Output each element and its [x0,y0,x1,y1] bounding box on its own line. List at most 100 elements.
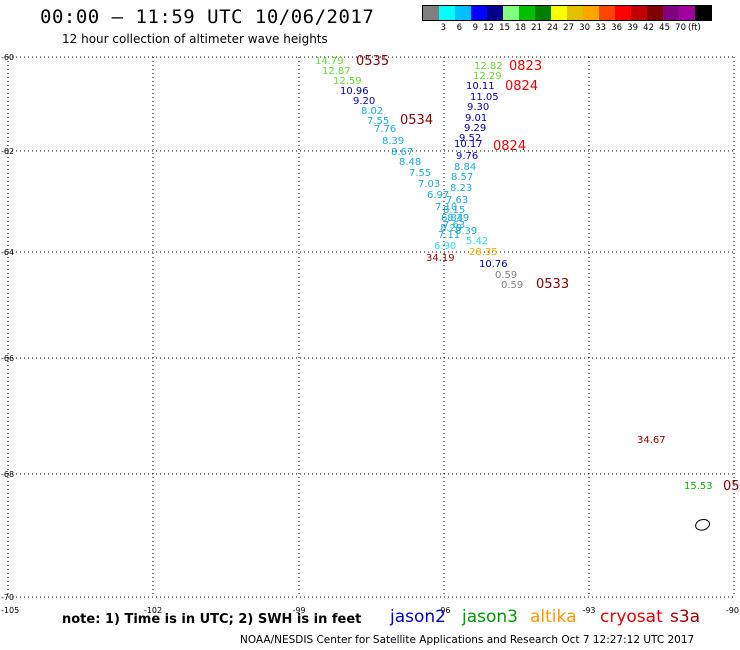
wave-height-label: 7.55 [409,168,431,179]
wave-height-label: 7.55 [367,116,389,127]
satellite-altika: altika [530,607,577,627]
wave-height-label: 6.90 [434,241,456,252]
wave-height-label: 9.52 [459,133,481,144]
wave-height-label: 0.59 [495,270,517,281]
legend-label: 39 [627,23,638,33]
latitude-label: -62 [1,147,14,156]
legend-label: 21 [531,23,542,33]
wave-height-label: 10.17 [454,139,483,150]
wave-height-label: 8.84 [454,162,476,173]
legend-swatch [471,6,487,20]
legend-swatch [439,6,455,20]
footer-credit: NOAA/NESDIS Center for Satellite Applica… [240,634,695,646]
legend-swatch [503,6,519,20]
legend-swatch [535,6,551,20]
legend-label: 24 [547,23,558,33]
wave-height-label: 8.48 [399,157,421,168]
legend-swatch [663,6,679,20]
wave-height-label: 8.02 [361,106,383,117]
wave-height-label: 7.10 [435,202,457,213]
legend-swatch [647,6,663,20]
pass-time-label: 0824 [505,79,538,94]
wave-height-label: 5.42 [466,236,488,247]
legend-unit: (ft) [688,23,701,33]
legend-label: 12 [483,23,494,33]
wave-height-label: 12.82 [474,61,503,72]
legend-swatch [519,6,535,20]
wave-height-label: 8.39 [447,213,469,224]
legend-swatch [455,6,471,20]
legend-swatch [551,6,567,20]
wave-height-label: 7.76 [374,124,396,135]
wave-height-label: 9.76 [456,151,478,162]
latitude-label: -70 [1,593,14,602]
wave-height-label: 8.23 [450,183,472,194]
legend-label: 18 [515,23,526,33]
latitude-label: -68 [1,470,14,479]
pass-time-label: 0824 [493,139,526,154]
wave-height-label: 8.57 [451,172,473,183]
latitude-label: -66 [1,354,14,363]
wave-height-label: 8.15 [443,205,465,216]
wave-height-label: 8.39 [382,136,404,147]
satellite-jason2: jason2 [390,607,446,627]
axis-labels: -60 -62 -64 -66 -68 -70 -105 -102 -99 -96 -93 -90 [1,53,739,615]
wave-height-label: 10.96 [340,86,369,97]
wave-height-label: 28.35 [469,247,498,258]
wave-height-label: 10.11 [466,81,495,92]
longitude-label: -105 [1,606,19,615]
longitude-label: -90 [726,606,739,615]
wave-height-label: 34.19 [426,253,455,264]
legend-label: 42 [643,23,654,33]
wave-height-label: 8.67 [391,147,413,158]
wave-height-label: 9.01 [465,113,487,124]
wave-height-label: 9.20 [353,96,375,107]
island-outline [695,519,710,531]
wave-height-label: 8.39 [455,226,477,237]
pass-time-label: 0823 [509,59,542,74]
legend-labels: 3 6 9 12 15 18 21 24 27 30 33 36 39 42 45 70 (ft) [422,23,712,33]
legend-label: 6 [456,23,462,33]
satellite-jason3: jason3 [462,607,518,627]
wave-height-label: 6.84 [441,213,463,224]
wave-height-label: 7.63 [446,195,468,206]
legend-swatch [567,6,583,20]
map-subtitle: 12 hour collection of altimeter wave hei… [62,32,328,46]
wave-height-label: 0.59 [501,280,523,291]
legend-label: 9 [472,23,478,33]
map-grid [7,56,735,598]
legend-label: 3 [440,23,446,33]
wave-height-label: 12.59 [333,76,362,87]
wave-height-label: 9.29 [464,123,486,134]
map-title: 00:00 – 11:59 UTC 10/06/2017 [40,6,375,28]
pass-time-label: 0533 [536,277,569,292]
legend-swatch [695,6,711,20]
legend-label: 30 [579,23,590,33]
legend-label: 45 [659,23,670,33]
legend-swatch [615,6,631,20]
pass-time-label: 0534 [400,113,433,128]
legend-swatches [422,5,712,21]
note-text: note: 1) Time is in UTC; 2) SWH is in fe… [62,612,362,627]
legend-label: 70 [675,23,686,33]
legend-label: 33 [595,23,606,33]
pass-time-label: 05 [723,479,740,494]
wave-height-label: 12.87 [322,66,351,77]
longitude-label: -99 [292,606,305,615]
legend-swatch [487,6,503,20]
color-legend: 3 6 9 12 15 18 21 24 27 30 33 36 39 42 45 70 (ft) [422,5,712,33]
legend-label: 27 [563,23,574,33]
wave-height-label: 12.29 [473,71,502,82]
wave-height-label: 34.67 [637,435,666,446]
legend-swatch [631,6,647,20]
wave-height-label: 9.30 [467,102,489,113]
pass-time-labels: 0535 0534 0823 0824 0824 0533 05 [356,54,740,494]
wave-height-label: 10.76 [479,259,508,270]
satellite-cryosat: cryosat [600,607,663,627]
wave-height-label: 7.63 [443,220,465,231]
longitude-label: -102 [144,606,162,615]
wave-height-label: 14.79 [315,56,344,67]
latitude-label: -60 [1,53,14,62]
legend-swatch [679,6,695,20]
longitude-label: -96 [437,606,450,615]
